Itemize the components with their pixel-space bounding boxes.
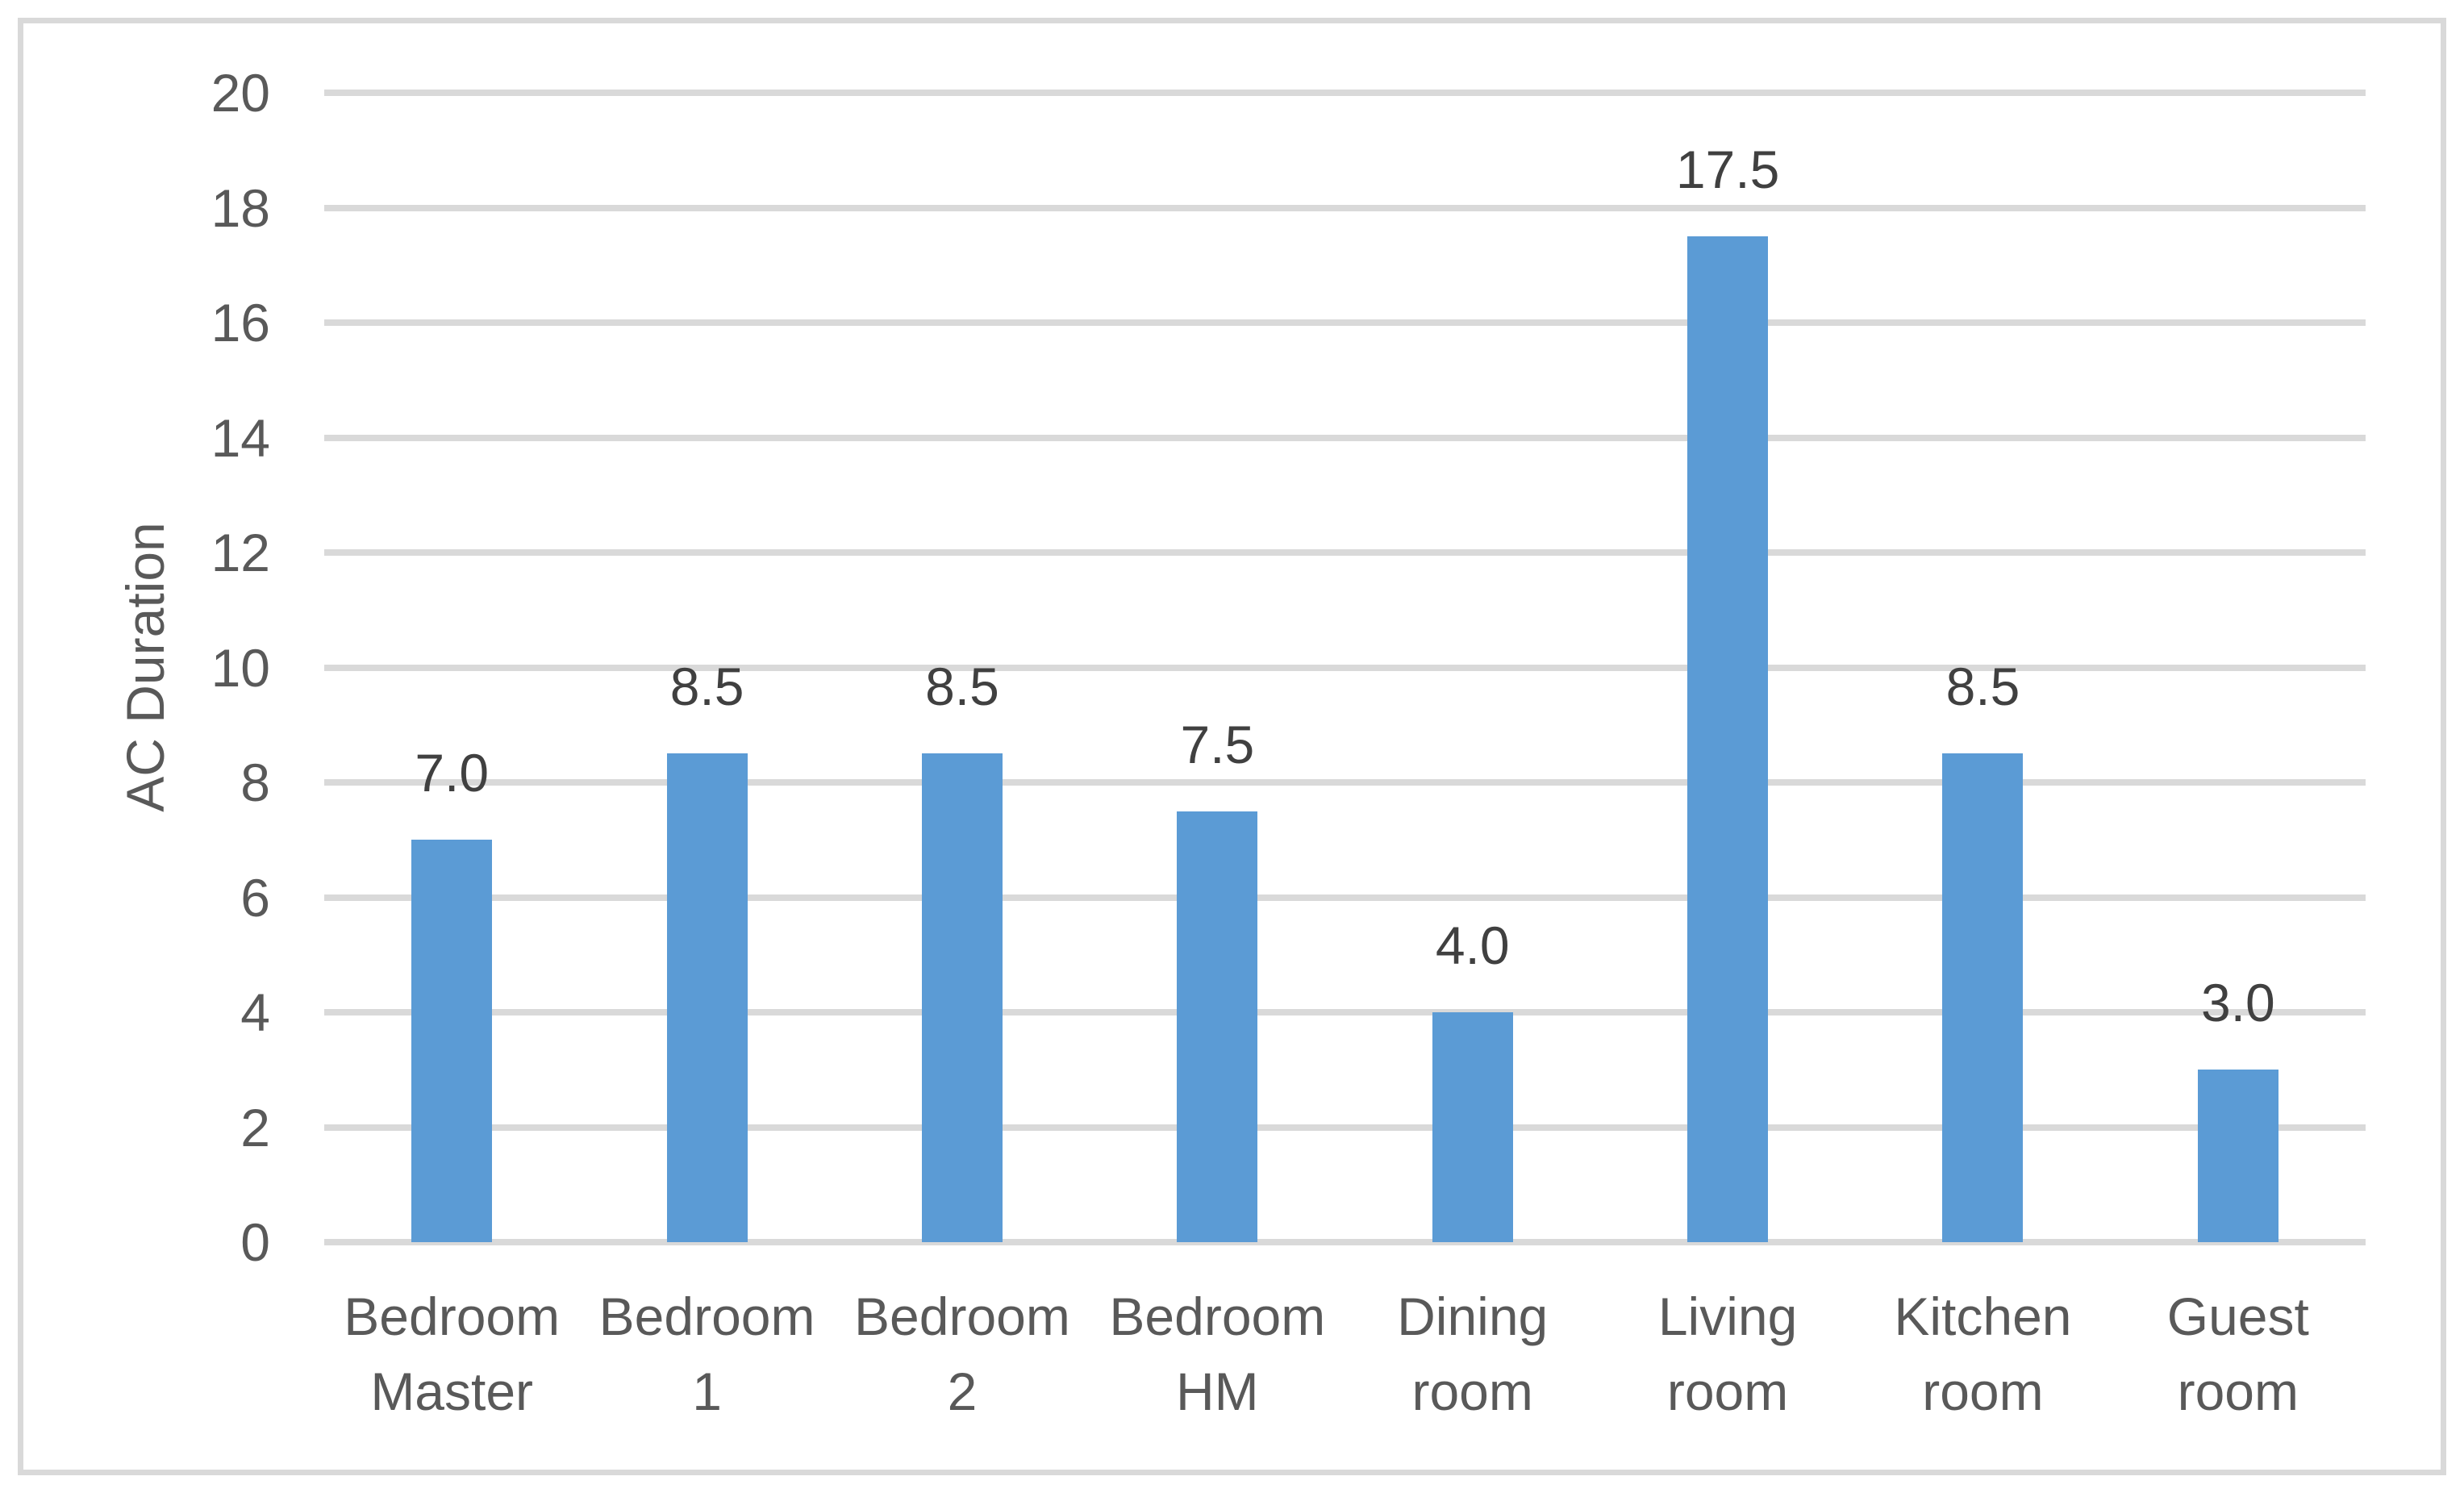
- x-axis-label: Bedroom Master: [344, 1287, 561, 1421]
- gridline-y-18: [324, 204, 2366, 211]
- bar: [2197, 1070, 2278, 1242]
- gridline-y-20: [324, 90, 2366, 96]
- bar-column: 8.5: [579, 93, 834, 1242]
- bar: [1177, 811, 1258, 1242]
- y-axis-tick-label: 4: [240, 982, 270, 1042]
- bar-column: 17.5: [1600, 93, 1855, 1242]
- y-axis-tick-label: 6: [240, 867, 270, 928]
- bar-value-label: 8.5: [1945, 657, 2020, 717]
- bar-value-label: 7.5: [1180, 714, 1255, 774]
- y-axis-tick-label: 12: [211, 523, 270, 582]
- y-axis-tick-label: 10: [211, 637, 270, 698]
- gridline-y-6: [324, 894, 2366, 901]
- bar-value-label: 17.5: [1675, 140, 1780, 200]
- bar: [1432, 1012, 1513, 1242]
- bar-column: 3.0: [2111, 93, 2366, 1242]
- y-axis-tick-label: 14: [211, 407, 270, 468]
- y-axis-tick-label: 8: [240, 753, 270, 812]
- gridline-y-8: [324, 779, 2366, 786]
- y-axis-tick-label: 18: [211, 177, 270, 238]
- x-axis-label: Bedroom 2: [854, 1287, 1070, 1421]
- gridline-y-0: [324, 1239, 2366, 1245]
- x-axis-labels: Bedroom Master Bedroom 1 Bedroom 2 Bedroom …: [324, 1279, 2366, 1429]
- bar: [666, 753, 748, 1242]
- gridline-y-4: [324, 1009, 2366, 1015]
- gridline-y-10: [324, 664, 2366, 671]
- gridline-y-12: [324, 549, 2366, 556]
- gridline-y-16: [324, 319, 2366, 326]
- y-axis-tick-labels: 0 2 4 6 8 10 12 14 16 18 20: [0, 66, 270, 1269]
- bar: [1687, 236, 1769, 1242]
- plot-area: 7.0 8.5 8.5 7.5 4.0 17.5 8.5 3.0: [324, 90, 2366, 1245]
- bar-column: 8.5: [1855, 93, 2110, 1242]
- y-axis-tick-label: 2: [240, 1097, 270, 1157]
- x-axis-label: Bedroom 1: [598, 1287, 815, 1421]
- x-axis-label: Bedroom HM: [1109, 1287, 1326, 1421]
- bar-column: 7.0: [324, 93, 579, 1242]
- bar-value-label: 4.0: [1435, 915, 1510, 975]
- y-axis-tick-label: 0: [240, 1212, 270, 1272]
- y-axis-tick-label: 16: [211, 293, 270, 352]
- gridline-y-14: [324, 434, 2366, 441]
- bar: [411, 840, 493, 1242]
- bar-column: 4.0: [1345, 93, 1600, 1242]
- x-axis-label: Kitchen room: [1894, 1287, 2072, 1421]
- x-axis-label: Dining room: [1397, 1287, 1549, 1421]
- y-axis-tick-label: 20: [211, 63, 270, 123]
- bar-value-label: 8.5: [925, 657, 999, 717]
- bar-value-label: 3.0: [2200, 973, 2275, 1033]
- bar-column: 7.5: [1090, 93, 1345, 1242]
- bar-value-label: 8.5: [669, 657, 744, 717]
- bar-value-label: 7.0: [415, 743, 490, 803]
- x-axis-label: Guest room: [2166, 1287, 2309, 1421]
- gridline-y-2: [324, 1124, 2366, 1131]
- bar-column: 8.5: [835, 93, 1090, 1242]
- bar: [921, 753, 1003, 1242]
- bar: [1942, 753, 2024, 1242]
- x-axis-label: Living room: [1657, 1287, 1798, 1421]
- bar-series: 7.0 8.5 8.5 7.5 4.0 17.5 8.5 3.0: [324, 93, 2366, 1242]
